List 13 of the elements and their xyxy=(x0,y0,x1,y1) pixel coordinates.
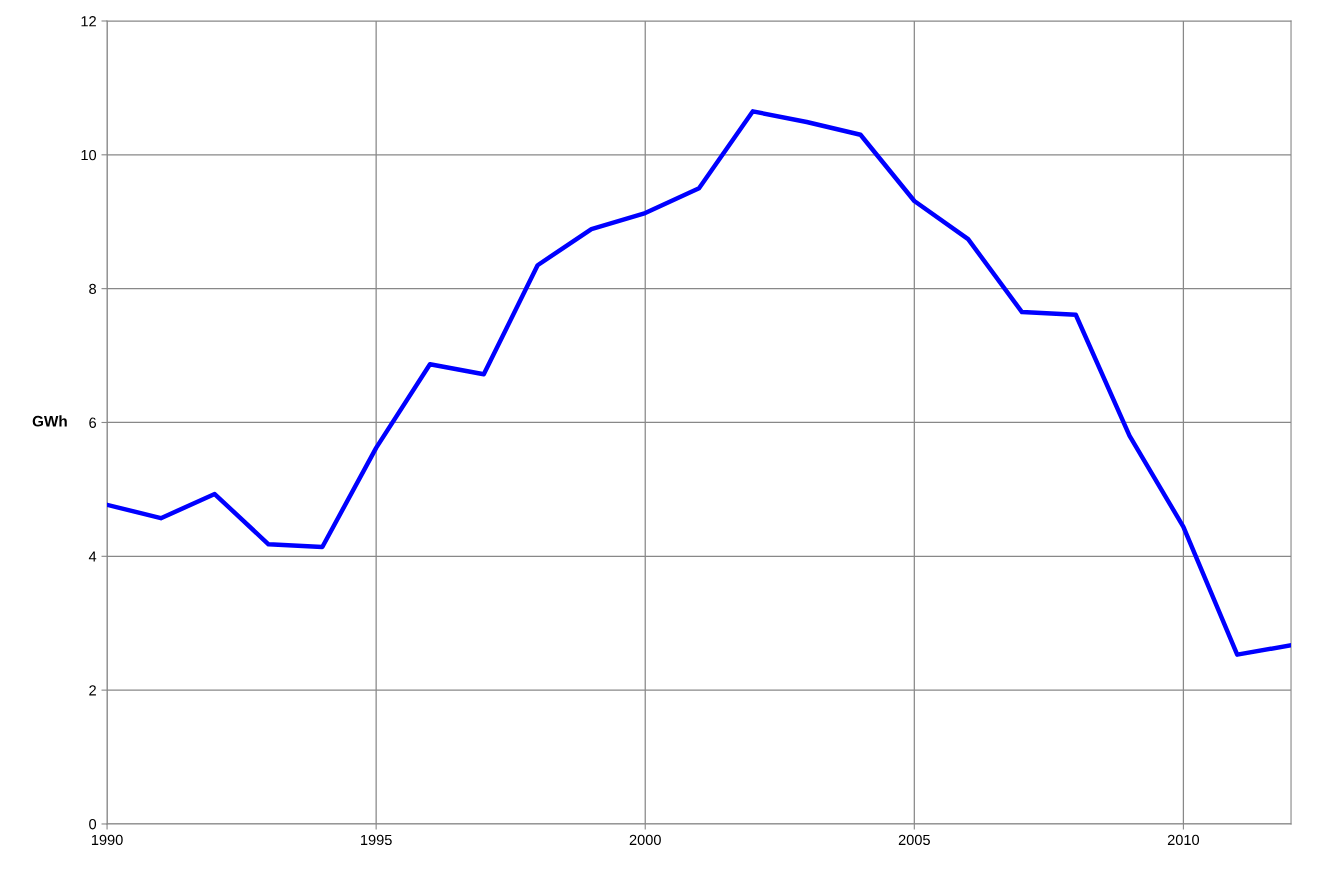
x-tick-label: 2005 xyxy=(898,834,930,846)
x-tick-label: 2000 xyxy=(629,834,661,846)
x-tick-label: 2010 xyxy=(1167,834,1200,846)
y-tick-label: 6 xyxy=(89,417,97,428)
y-tick-label: 0 xyxy=(89,819,97,830)
y-tick-label: 4 xyxy=(88,551,97,562)
y-axis-title: GWh xyxy=(32,415,67,427)
y-tick-label: 12 xyxy=(81,16,96,27)
y-tick-label: 10 xyxy=(81,149,97,161)
x-tick-label: 1990 xyxy=(91,834,123,846)
y-tick-label: 2 xyxy=(89,685,96,696)
y-tick-label: 8 xyxy=(89,283,97,295)
x-tick-label: 1995 xyxy=(361,834,392,846)
